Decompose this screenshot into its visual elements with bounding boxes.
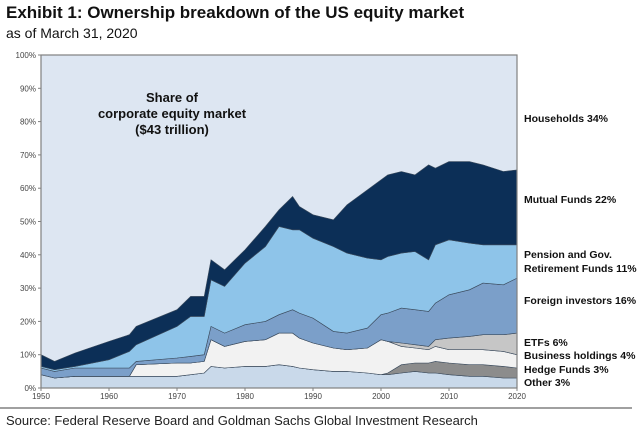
y-tick-label: 30%: [20, 284, 36, 293]
x-tick-label: 1950: [32, 392, 50, 401]
y-tick-label: 50%: [20, 218, 36, 227]
x-tick-label: 1970: [168, 392, 186, 401]
area-layers: [40, 55, 518, 389]
chart-title: Exhibit 1: Ownership breakdown of the US…: [6, 3, 465, 22]
source-note: Source: Federal Reserve Board and Goldma…: [6, 413, 478, 428]
label-hedge-funds: Hedge Funds 3%: [524, 364, 609, 376]
y-tick-label: 60%: [20, 184, 36, 193]
chart-subtitle: as of March 31, 2020: [6, 25, 138, 41]
x-tick-label: 1960: [100, 392, 118, 401]
x-tick-label: 2020: [508, 392, 526, 401]
y-tick-label: 10%: [20, 351, 36, 360]
y-tick-label: 80%: [20, 118, 36, 127]
label-business-holdings: Business holdings 4%: [524, 350, 636, 362]
x-tick-label: 2000: [372, 392, 390, 401]
y-tick-label: 90%: [20, 84, 36, 93]
label-pension-and-gov-retirement-funds: Retirement Funds 11%: [524, 263, 637, 275]
x-tick-label: 2010: [440, 392, 458, 401]
label-etfs: ETFs 6%: [524, 337, 568, 349]
y-tick-label: 20%: [20, 317, 36, 326]
x-tick-label: 1980: [236, 392, 254, 401]
label-foreign-investors: Foreign investors 16%: [524, 295, 637, 307]
label-mutual-funds: Mutual Funds 22%: [524, 194, 617, 206]
label-other: Other 3%: [524, 377, 571, 389]
y-tick-label: 40%: [20, 251, 36, 260]
axes: 0% 10% 20% 30% 40% 50% 60% 70% 80% 90% 100% 1950 196…: [16, 51, 527, 401]
series-labels: Other 3%Hedge Funds 3% Business holdings …: [524, 113, 637, 389]
label-pension-and-gov-retirement-funds: Pension and Gov.: [524, 249, 612, 261]
x-tick-label: 1990: [304, 392, 322, 401]
label-households: Households 34%: [524, 113, 609, 125]
annotation-line-2: corporate equity market: [98, 106, 247, 121]
y-tick-label: 0%: [24, 384, 36, 393]
annotation-line-3: ($43 trillion): [135, 122, 209, 137]
annotation-line-1: Share of: [146, 90, 199, 105]
y-tick-label: 100%: [16, 51, 36, 60]
divider: [0, 407, 632, 409]
y-tick-label: 70%: [20, 151, 36, 160]
